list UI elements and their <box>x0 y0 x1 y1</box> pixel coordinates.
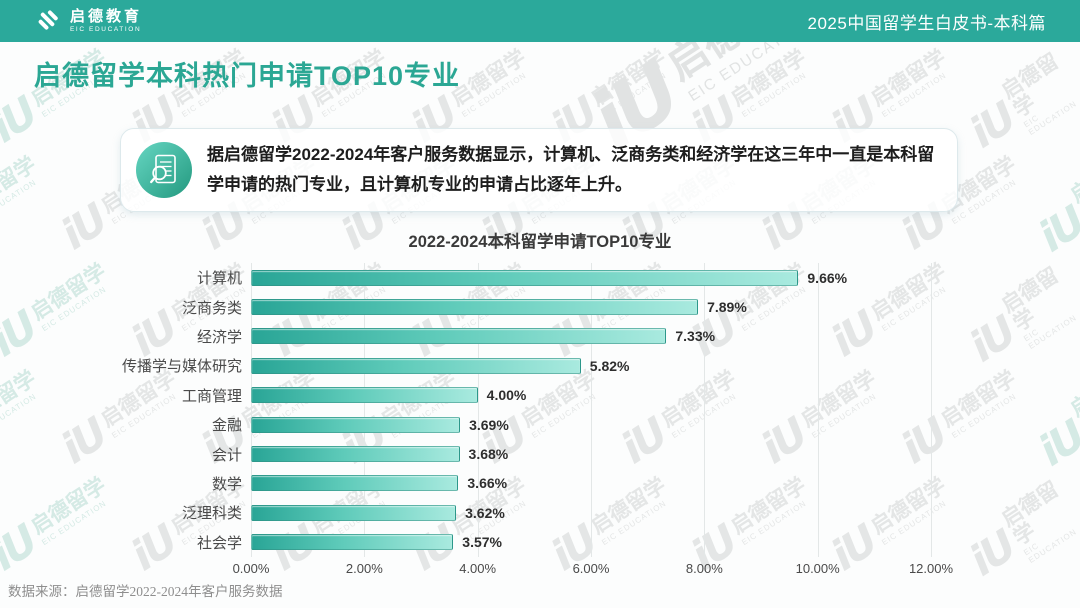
watermark-logo-icon: iU <box>0 87 45 153</box>
value-label: 3.57% <box>462 534 502 551</box>
gridlines <box>251 263 932 557</box>
chart-row: 经济学 7.33% <box>197 322 931 351</box>
bar <box>251 534 454 551</box>
chart-row: 会计 3.68% <box>212 439 931 468</box>
value-label: 7.89% <box>707 299 747 316</box>
category-label: 金融 <box>211 417 242 435</box>
callout-text: 据启德留学2022-2024年客户服务数据显示，计算机、泛商务类和经济学在这三年… <box>207 145 935 194</box>
bar <box>251 504 457 521</box>
value-label: 3.69% <box>469 416 509 433</box>
chart-row: 泛商务类 7.89% <box>182 292 931 321</box>
chart-title: 2022-2024本科留学申请TOP10专业 <box>408 233 672 251</box>
category-label: 泛商务类 <box>181 299 242 317</box>
category-label: 会计 <box>211 446 242 464</box>
gridline <box>364 263 366 557</box>
category-label: 社会学 <box>196 534 242 552</box>
gridline <box>817 263 819 557</box>
category-label: 经济学 <box>196 328 242 346</box>
category-label: 计算机 <box>196 270 242 288</box>
chart-row: 泛理科类 3.62% <box>182 498 931 527</box>
category-label: 数学 <box>211 475 242 493</box>
x-tick-label: 2.00% <box>345 560 383 576</box>
logo-title: 启德教育 <box>70 8 143 26</box>
category-label: 传播学与媒体研究 <box>121 358 242 376</box>
gridline <box>591 263 592 557</box>
eic-logo: 启德教育 EIC EDUCATION <box>34 5 142 38</box>
x-axis: 0.00% 2.00% 4.00% 6.00% 8.00% 10.00% 12.00% <box>233 560 953 579</box>
watermark-logo-icon: iU <box>960 93 1024 158</box>
logo-subtitle: EIC EDUCATION <box>70 25 142 33</box>
bar <box>251 269 799 286</box>
gridline <box>477 263 479 557</box>
page-title: 启德留学本科热门申请TOP10专业 <box>34 61 461 91</box>
document-magnifier-icon <box>136 142 192 198</box>
chart-rows: 计算机 9.66% 泛商务类 7.89% 经济学 7.33% 传播学与媒体研究 5.82% 工商… <box>122 263 931 557</box>
bar <box>251 299 699 316</box>
x-tick-label: 6.00% <box>572 560 610 576</box>
value-label: 3.62% <box>465 504 505 521</box>
value-label: 4.00% <box>486 387 527 404</box>
gridline <box>931 263 932 557</box>
bar <box>251 475 459 492</box>
header-doc-title: 2025中国留学生白皮书-本科篇 <box>807 13 1046 33</box>
value-label: 5.82% <box>589 357 630 374</box>
value-label: 9.66% <box>807 269 848 286</box>
value-label: 3.66% <box>467 475 508 492</box>
x-tick-label: 10.00% <box>795 560 840 576</box>
chart-row: 传播学与媒体研究 5.82% <box>122 351 931 380</box>
x-tick-label: 0.00% <box>232 560 270 576</box>
category-label: 泛理科类 <box>181 505 242 523</box>
chart-row: 工商管理 4.00% <box>182 381 931 410</box>
data-source: 数据来源：启德留学2022-2024年客户服务数据 <box>8 584 283 599</box>
callout-card: 据启德留学2022-2024年客户服务数据显示，计算机、泛商务类和经济学在这三年… <box>120 128 958 212</box>
chart-row: 计算机 9.66% <box>197 263 931 292</box>
chart-row: 数学 3.66% <box>212 469 931 498</box>
value-label: 7.33% <box>675 328 716 345</box>
bar <box>251 446 460 463</box>
header-bar: 启德教育 EIC EDUCATION 2025中国留学生白皮书-本科篇 <box>0 0 1080 42</box>
gridline <box>251 263 252 557</box>
category-label: 工商管理 <box>181 387 242 405</box>
x-tick-label: 12.00% <box>908 560 954 576</box>
bar <box>251 387 478 404</box>
gridline <box>704 263 706 557</box>
bar-chart: 2022-2024本科留学申请TOP10专业 计算机 9.66% 泛商务类 7.89%… <box>0 228 1080 579</box>
eic-logo-icon <box>34 5 62 38</box>
x-tick-label: 4.00% <box>459 560 497 576</box>
plot-area: 计算机 9.66% 泛商务类 7.89% 经济学 7.33% 传播学与媒体研究 5.82% 工商… <box>122 263 953 579</box>
chart-row: 金融 3.69% <box>212 410 931 439</box>
value-label: 3.68% <box>468 446 509 463</box>
chart-row: 社会学 3.57% <box>197 528 931 557</box>
bar <box>251 328 667 345</box>
x-tick-label: 8.00% <box>685 560 723 576</box>
bar <box>251 416 461 433</box>
bar <box>251 357 581 374</box>
